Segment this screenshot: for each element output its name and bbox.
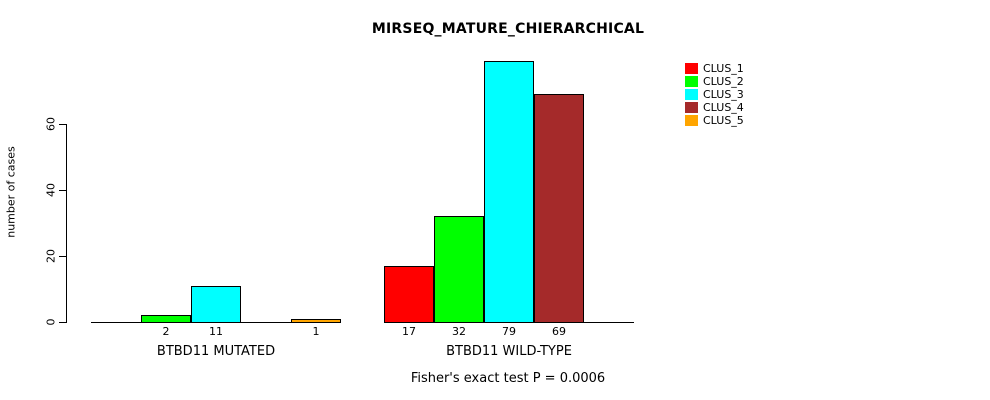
legend: CLUS_1 CLUS_2 CLUS_3 CLUS_4 CLUS_5 (685, 62, 744, 127)
annotation-text: Fisher's exact test P = 0.0006 (410, 371, 606, 386)
bar-CLUS_4 (534, 94, 584, 323)
y-tick (59, 322, 66, 323)
bar-CLUS_3 (484, 61, 534, 323)
bar-value-label: 79 (502, 325, 516, 338)
legend-color-swatch (685, 102, 698, 113)
chart-title: MIRSEQ_MATURE_CHIERARCHICAL (371, 21, 645, 37)
bar-CLUS_3 (191, 286, 241, 323)
y-tick (59, 256, 66, 257)
bar-CLUS_5 (291, 319, 341, 323)
bar-value-label: 69 (552, 325, 566, 338)
legend-item-label: CLUS_4 (703, 101, 744, 114)
y-tick-label: 20 (44, 249, 58, 263)
bar-CLUS_1 (384, 266, 434, 323)
legend-item: CLUS_2 (685, 75, 744, 88)
legend-color-swatch (685, 89, 698, 100)
y-tick-label: 0 (44, 318, 58, 326)
legend-item: CLUS_4 (685, 101, 744, 114)
legend-color-swatch (685, 63, 698, 74)
legend-item: CLUS_5 (685, 114, 744, 127)
category-label: BTBD11 MUTATED (156, 344, 276, 359)
legend-item-label: CLUS_1 (703, 62, 744, 75)
bar-CLUS_2 (141, 315, 191, 323)
y-axis-label: number of cases (4, 146, 18, 238)
y-axis-line (66, 124, 67, 323)
legend-item-label: CLUS_2 (703, 75, 744, 88)
bar-value-label: 1 (312, 325, 320, 338)
bar-value-label: 17 (402, 325, 416, 338)
bar-value-label: 2 (162, 325, 170, 338)
legend-item: CLUS_1 (685, 62, 744, 75)
bar-value-label: 11 (209, 325, 223, 338)
legend-color-swatch (685, 76, 698, 87)
y-tick (59, 190, 66, 191)
y-tick (59, 124, 66, 125)
bar-value-label: 32 (452, 325, 466, 338)
legend-item: CLUS_3 (685, 88, 744, 101)
legend-item-label: CLUS_5 (703, 114, 744, 127)
legend-item-label: CLUS_3 (703, 88, 744, 101)
y-tick-label: 40 (44, 183, 58, 197)
bar-CLUS_2 (434, 216, 484, 323)
y-tick-label: 60 (44, 117, 58, 131)
category-label: BTBD11 WILD-TYPE (446, 344, 572, 359)
legend-color-swatch (685, 115, 698, 126)
